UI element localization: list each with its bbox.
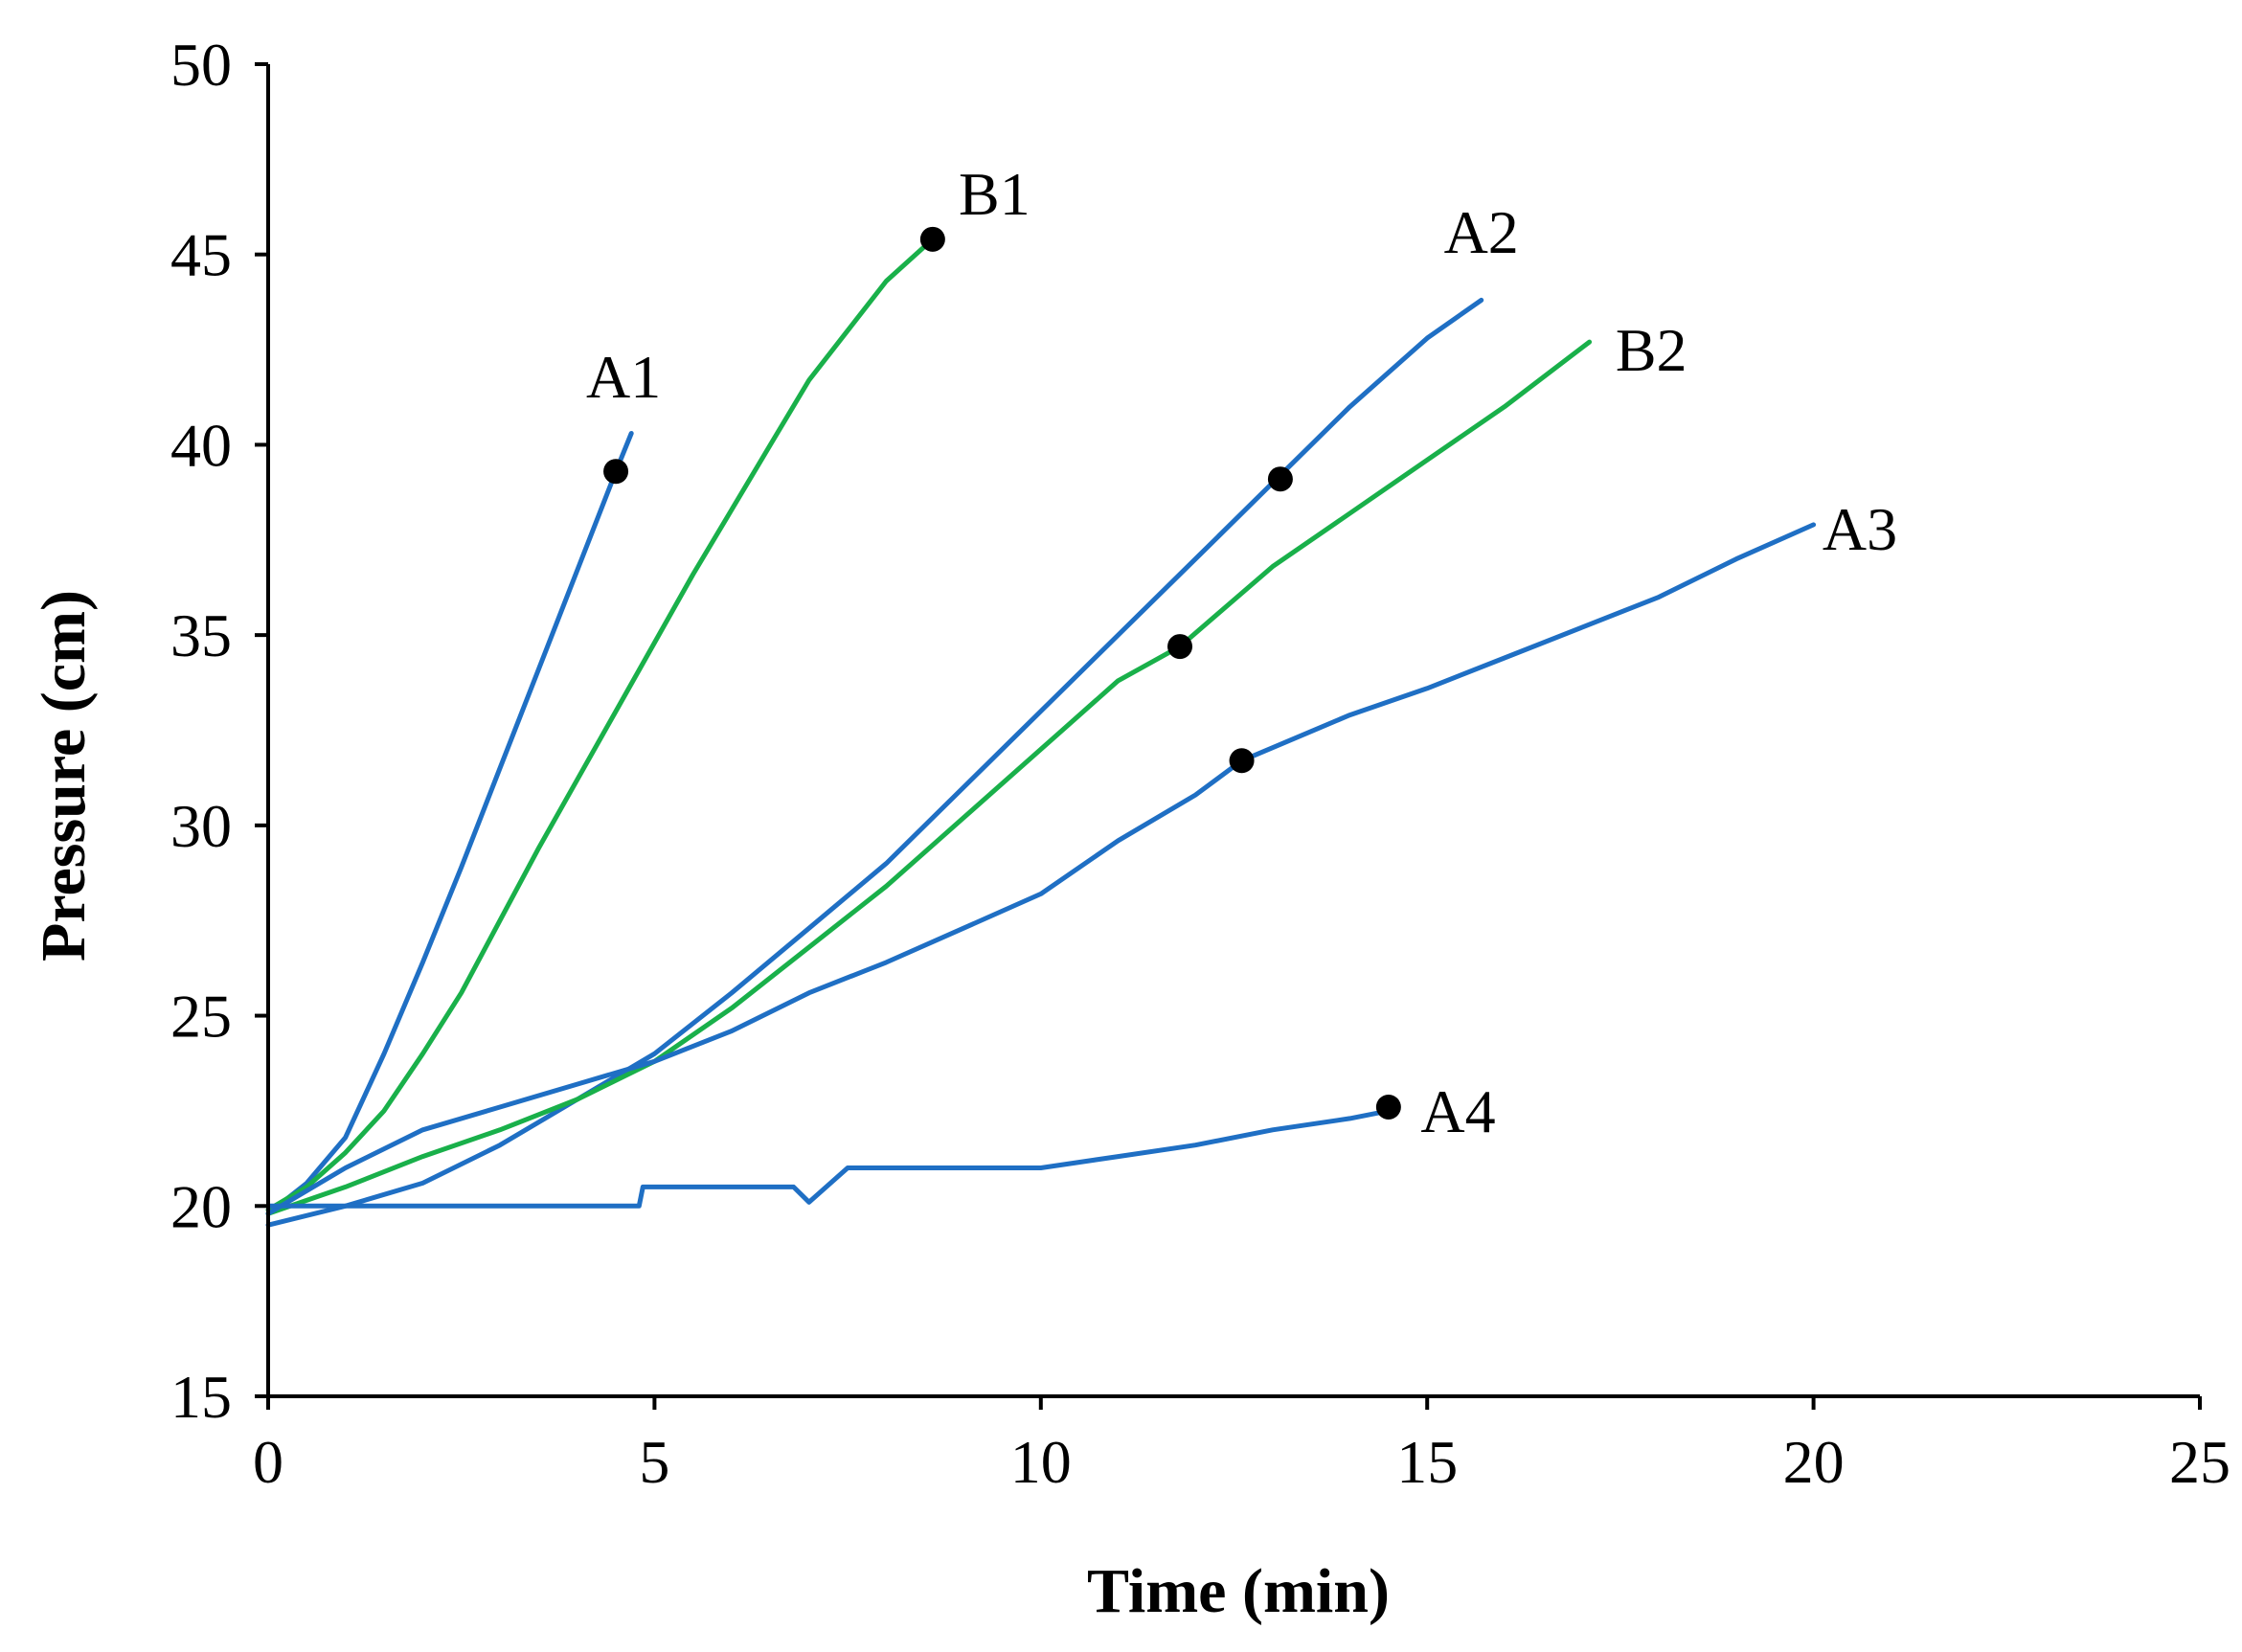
x-axis-title: Time (min): [1087, 1556, 1390, 1626]
series-line-a1: [265, 431, 634, 1216]
x-tick-label: 10: [1010, 1428, 1072, 1496]
y-axis-title: Pressure (cm): [29, 590, 99, 962]
series-line-b2: [265, 339, 1593, 1216]
marker-a4: [1375, 1094, 1401, 1120]
marker-a3: [1229, 748, 1255, 774]
x-tick-label: 5: [639, 1428, 669, 1496]
marker-a2: [1267, 466, 1293, 492]
series-line-a2: [265, 297, 1484, 1228]
y-tick-label: 20: [170, 1172, 232, 1240]
axis-layer: 15 20 25 30 35 40 45 50 0 5 10 15 20 25: [170, 31, 2231, 1496]
series-label-a4: A4: [1420, 1077, 1495, 1145]
series-layer: [265, 237, 1817, 1228]
series-line-a3: [265, 522, 1817, 1216]
y-tick-label: 50: [170, 31, 232, 99]
series-label-b2: B2: [1616, 316, 1687, 384]
y-tick-label: 40: [170, 411, 232, 479]
series-label-a1: A1: [586, 343, 661, 411]
marker-b2: [1167, 634, 1193, 660]
marker-b1: [919, 226, 945, 252]
y-tick-label: 45: [170, 221, 232, 289]
marker-layer: [603, 226, 1401, 1120]
x-tick-label: 0: [253, 1428, 283, 1496]
series-line-b1: [265, 237, 936, 1212]
marker-a1: [603, 459, 629, 485]
series-label-a2: A2: [1444, 198, 1519, 266]
x-tick-label: 20: [1783, 1428, 1845, 1496]
series-label-a3: A3: [1823, 495, 1897, 563]
x-tick-label: 25: [2169, 1428, 2231, 1496]
x-tick-label: 15: [1396, 1428, 1458, 1496]
series-label-b1: B1: [959, 160, 1030, 228]
y-tick-label: 35: [170, 601, 232, 669]
y-tick-label: 30: [170, 792, 232, 860]
label-layer: A1 B1 A2 B2 A3 A4: [586, 160, 1897, 1145]
y-tick-label: 25: [170, 983, 232, 1051]
y-tick-label: 15: [170, 1363, 232, 1431]
series-line-a4: [265, 1108, 1392, 1209]
